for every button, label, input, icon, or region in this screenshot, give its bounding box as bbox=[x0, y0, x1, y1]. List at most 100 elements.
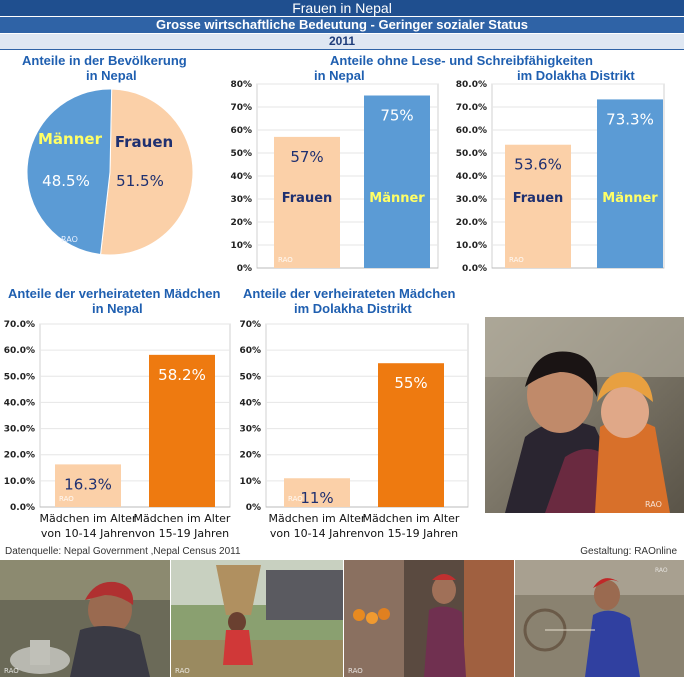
bar bbox=[378, 363, 444, 507]
bar-value-label: 53.6% bbox=[514, 156, 562, 174]
y-tick-label: 70% bbox=[239, 320, 261, 330]
photo-watermark-5: RAO bbox=[655, 567, 668, 574]
y-tick-label: 70.0% bbox=[456, 103, 487, 113]
y-tick-label: 10.0% bbox=[4, 477, 35, 487]
y-tick-label: 0% bbox=[237, 264, 252, 274]
y-tick-label: 40% bbox=[230, 172, 252, 182]
y-tick-label: 0.0% bbox=[10, 503, 35, 513]
literacy-dolakha-chart: 0.0% 10.0% 20.0% 30.0% 40.0% 50.0% 60.0% 70.0% 8… bbox=[456, 80, 665, 274]
y-tick-label: 40% bbox=[239, 398, 261, 408]
bar bbox=[274, 136, 340, 268]
x-tick-label: Mädchen im Alter bbox=[269, 512, 366, 525]
y-tick-label: 10.0% bbox=[456, 241, 487, 251]
x-tick-label: von 10-14 Jahren bbox=[41, 527, 135, 540]
y-tick-label: 20% bbox=[239, 451, 261, 461]
y-tick-label: 60% bbox=[239, 346, 261, 356]
chart-watermark: RAO bbox=[288, 495, 303, 503]
page-title: Frauen in Nepal bbox=[0, 0, 684, 16]
y-tick-label: 10% bbox=[230, 241, 252, 251]
photo-woman-cooking-image: RAO bbox=[0, 560, 170, 677]
bar-category-label: Männer bbox=[602, 191, 658, 206]
married-nepal-subtitle: in Nepal bbox=[92, 301, 143, 316]
pie-value-frauen: 51.5% bbox=[116, 172, 164, 190]
bar-value-label: 75% bbox=[380, 107, 413, 125]
y-tick-label: 0.0% bbox=[462, 264, 487, 274]
x-tick-label: von 10-14 Jahren bbox=[270, 527, 364, 540]
bar bbox=[364, 95, 430, 268]
chart-watermark: RAO bbox=[59, 495, 74, 503]
bar-value-label: 55% bbox=[394, 374, 427, 392]
bar bbox=[284, 478, 350, 507]
married-dolakha-subtitle: im Dolakha Distrikt bbox=[294, 301, 412, 316]
bar-value-label: 16.3% bbox=[64, 475, 112, 493]
x-tick-label: Mädchen im Alter bbox=[363, 512, 460, 525]
y-tick-label: 60.0% bbox=[4, 346, 35, 356]
x-tick-label: von 15-19 Jahren bbox=[135, 527, 229, 540]
bar bbox=[597, 99, 663, 268]
y-tick-label: 20% bbox=[230, 218, 252, 228]
y-tick-label: 20.0% bbox=[456, 218, 487, 228]
y-tick-label: 60% bbox=[230, 126, 252, 136]
y-tick-label: 60.0% bbox=[456, 126, 487, 136]
literacy-title: Anteile ohne Lese- und Schreibfähigkeite… bbox=[330, 53, 593, 68]
page-subtitle: Grosse wirtschaftliche Bedeutung - Gerin… bbox=[0, 17, 684, 33]
literacy-dolakha-subtitle: im Dolakha Distrikt bbox=[517, 68, 635, 83]
y-tick-label: 20.0% bbox=[4, 451, 35, 461]
pie-label-maenner: Männer bbox=[38, 130, 103, 148]
data-source: Datenquelle: Nepal Government ,Nepal Cen… bbox=[5, 546, 241, 557]
y-tick-label: 30.0% bbox=[4, 425, 35, 435]
married-dolakha-chart: 0% 10% 20% 30% 40% 50% 60% 70% 11% Mädchen im Al… bbox=[239, 320, 469, 540]
y-tick-label: 50% bbox=[230, 149, 252, 159]
x-tick-label: von 15-19 Jahren bbox=[364, 527, 458, 540]
y-tick-label: 30% bbox=[230, 195, 252, 205]
y-tick-label: 70% bbox=[230, 103, 252, 113]
married-nepal-title: Anteile der verheirateten Mädchen bbox=[8, 286, 221, 301]
photo-watermark-1: RAO bbox=[645, 500, 662, 509]
y-tick-label: 30.0% bbox=[456, 195, 487, 205]
photo-market-street-image: RAO bbox=[344, 560, 514, 677]
chart-watermark: RAO bbox=[278, 256, 293, 264]
photo-mother-child: RAO bbox=[485, 317, 684, 513]
bar-category-label: Frauen bbox=[513, 191, 564, 206]
photo-watermark-2: RAO bbox=[4, 667, 19, 675]
year-label: 2011 bbox=[0, 34, 684, 50]
photo-woman-spinning: RAO bbox=[515, 560, 684, 677]
pie-value-maenner: 48.5% bbox=[42, 172, 90, 190]
y-tick-label: 80% bbox=[230, 80, 252, 90]
pie-watermark: RAO bbox=[61, 235, 78, 244]
bar bbox=[505, 144, 571, 268]
bar-value-label: 11% bbox=[300, 489, 333, 507]
pie-chart: Frauen 51.5% Männer 48.5% RAO bbox=[26, 88, 194, 256]
married-dolakha-title: Anteile der verheirateten Mädchen bbox=[243, 286, 456, 301]
photo-watermark-4: RAO bbox=[348, 667, 363, 675]
y-tick-label: 50% bbox=[239, 372, 261, 382]
photo-woman-cooking: RAO bbox=[0, 560, 170, 677]
x-tick-label: Mädchen im Alter bbox=[40, 512, 137, 525]
y-tick-label: 40.0% bbox=[4, 398, 35, 408]
literacy-nepal-subtitle: in Nepal bbox=[314, 68, 365, 83]
bar bbox=[149, 354, 215, 507]
pie-title: Anteile in der Bevölkerung bbox=[22, 53, 187, 68]
photo-mother-child-image: RAO bbox=[485, 317, 684, 513]
chart-watermark: RAO bbox=[509, 256, 524, 264]
photo-woman-basket-image: RAO bbox=[171, 560, 343, 677]
x-tick-label: Mädchen im Alter bbox=[134, 512, 231, 525]
pie-slice-maenner bbox=[26, 88, 113, 256]
y-tick-label: 50.0% bbox=[4, 372, 35, 382]
y-tick-label: 0% bbox=[246, 503, 261, 513]
photo-watermark-3: RAO bbox=[175, 667, 190, 675]
y-tick-label: 50.0% bbox=[456, 149, 487, 159]
y-tick-label: 40.0% bbox=[456, 172, 487, 182]
bar-value-label: 58.2% bbox=[158, 366, 206, 384]
bar-category-label: Männer bbox=[369, 191, 425, 206]
literacy-nepal-chart: 0% 10% 20% 30% 40% 50% 60% 70% 80% 57% Frauen 75% M… bbox=[230, 80, 439, 274]
pie-subtitle: in Nepal bbox=[86, 68, 137, 83]
y-tick-label: 30% bbox=[239, 425, 261, 435]
design-credit: Gestaltung: RAOnline bbox=[580, 546, 677, 557]
photo-market-street: RAO bbox=[344, 560, 514, 677]
pie-label-frauen: Frauen bbox=[115, 133, 173, 151]
married-nepal-chart: 0.0%10.0%20.0%30.0%40.0%50.0%60.0%70.0% … bbox=[4, 320, 231, 540]
photo-woman-spinning-image: RAO bbox=[515, 560, 684, 677]
bar bbox=[55, 464, 121, 507]
y-tick-label: 80.0% bbox=[456, 80, 487, 90]
